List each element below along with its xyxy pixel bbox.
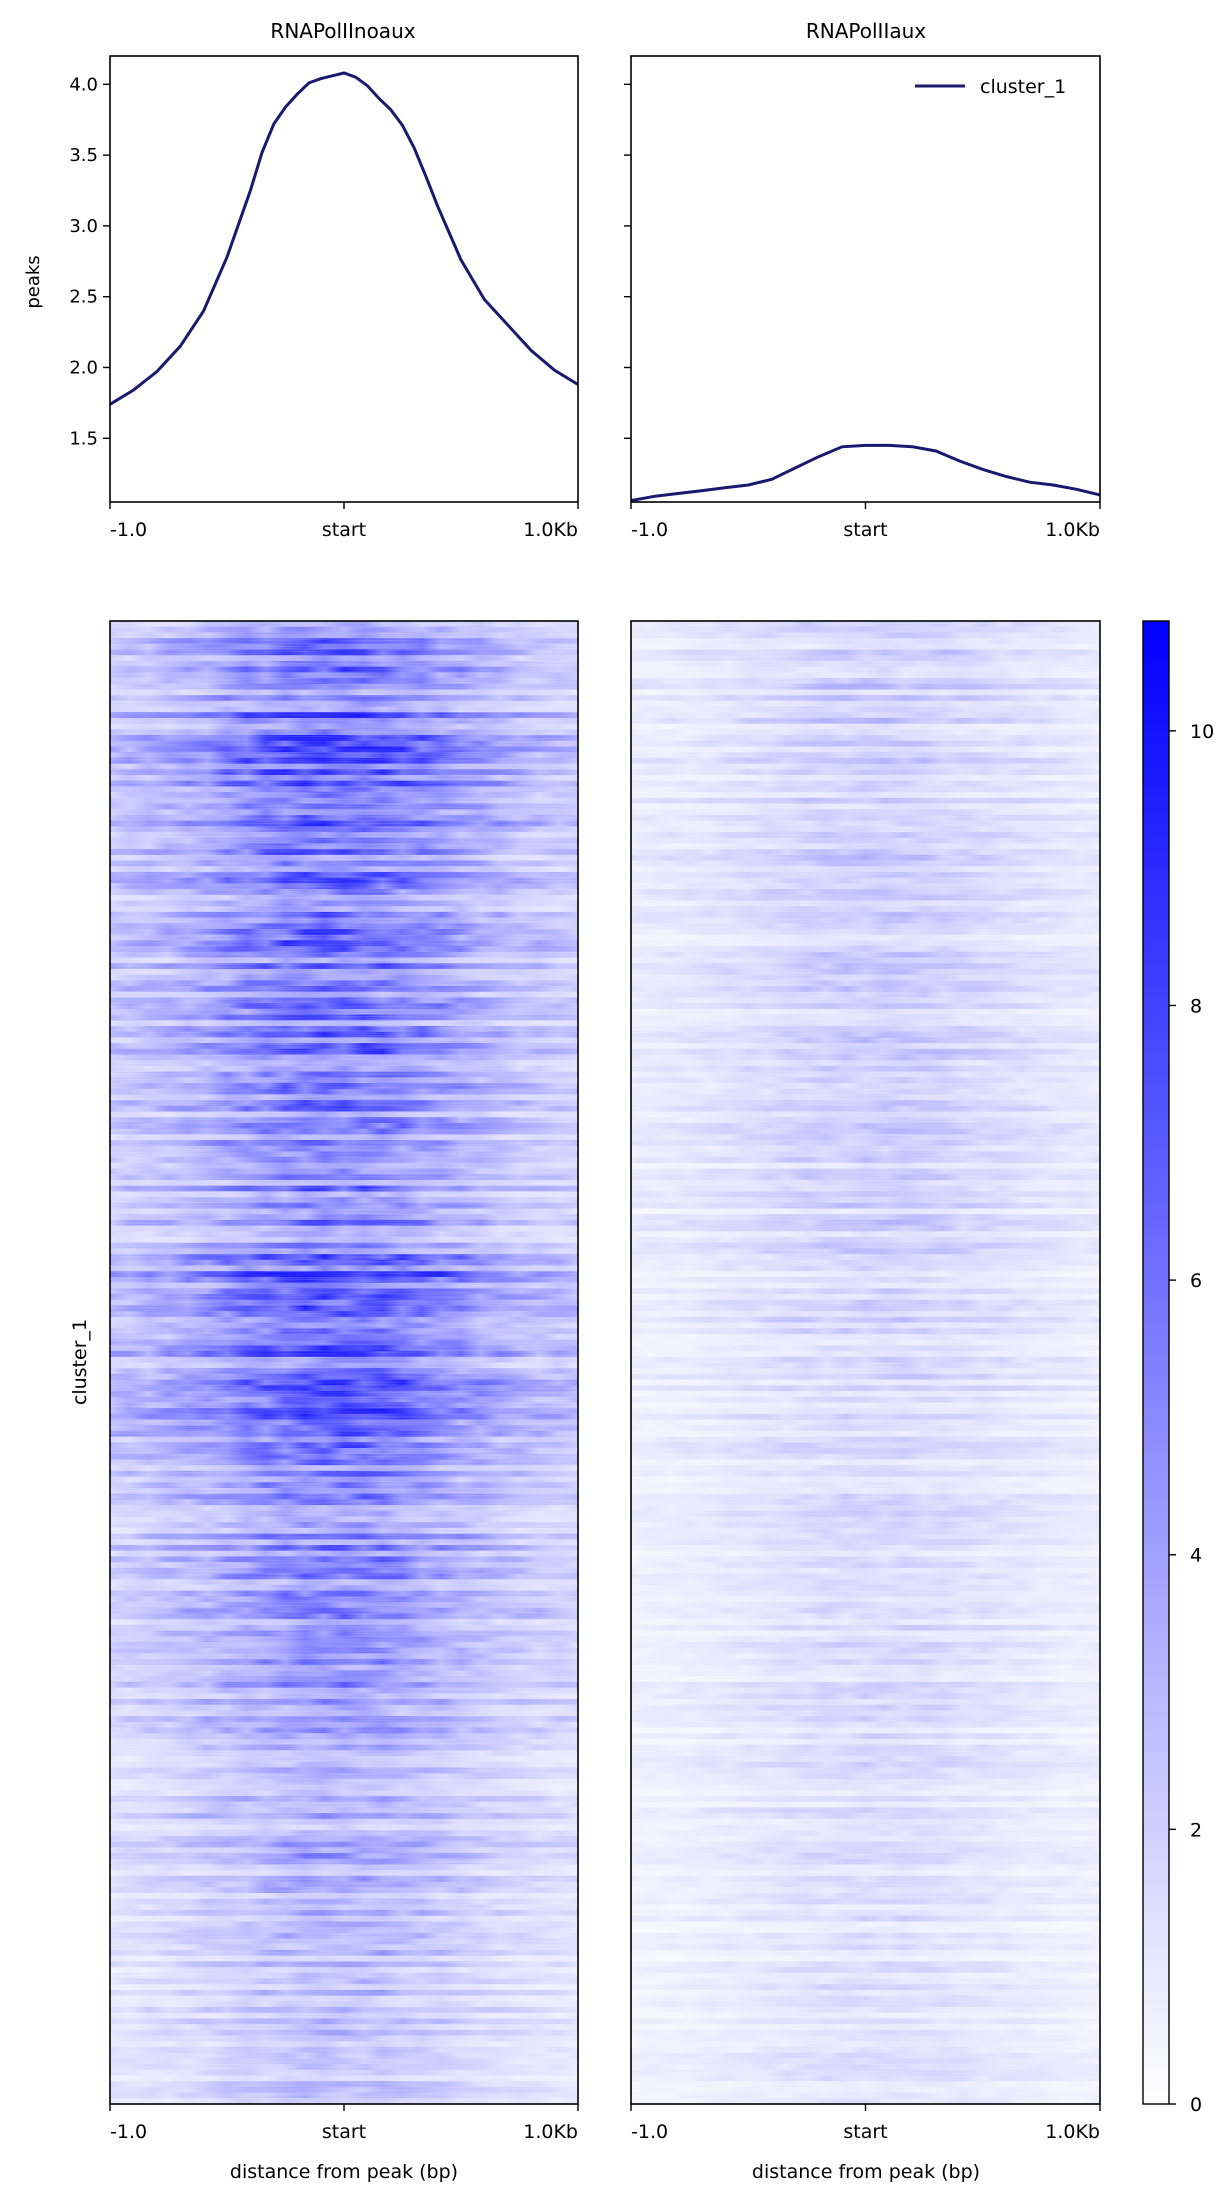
colorbar-ticks: 0 2 4 6 8 10 bbox=[1169, 721, 1214, 2116]
colorbar-tick-label: 10 bbox=[1190, 721, 1214, 743]
y-tick-label: 3.5 bbox=[69, 145, 98, 166]
x-axis-label: distance from peak (bp) bbox=[230, 2161, 458, 2183]
plot-frame bbox=[630, 55, 1101, 503]
y-tick-label: 1.5 bbox=[69, 428, 98, 449]
y-axis-label: peaks bbox=[23, 255, 44, 308]
heatmap-texture bbox=[110, 621, 578, 2104]
heatmap-panel-left: cluster_1 -1.0 start 1.0Kb distance from p… bbox=[69, 620, 579, 2183]
legend: cluster_1 bbox=[915, 76, 1066, 98]
x-tick-label: start bbox=[322, 2121, 366, 2143]
x-ticks: -1.0 start 1.0Kb bbox=[630, 2104, 1101, 2143]
y-tick-label: 3.0 bbox=[69, 216, 98, 237]
x-tick-label: 1.0Kb bbox=[523, 519, 578, 541]
series-line-cluster-1 bbox=[630, 443, 1101, 503]
profile-title-right: RNAPolIIaux bbox=[806, 19, 926, 43]
profile-title-left: RNAPolIInoaux bbox=[270, 19, 415, 43]
colorbar-gradient bbox=[1143, 621, 1169, 2104]
heatmap-texture bbox=[631, 621, 1100, 2104]
y-tick-label: 4.0 bbox=[69, 74, 98, 95]
plot-frame bbox=[109, 55, 579, 503]
colorbar: 0 2 4 6 8 10 bbox=[1142, 620, 1214, 2116]
colorbar-tick-label: 2 bbox=[1190, 1819, 1202, 1841]
profile-panel-left: RNAPolIInoaux peaks 1.5 2.0 2.5 3.0 3.5 4.0 -… bbox=[23, 19, 579, 541]
colorbar-frame bbox=[1142, 620, 1170, 2105]
legend-label: cluster_1 bbox=[980, 76, 1066, 98]
x-tick-label: -1.0 bbox=[631, 2121, 668, 2143]
colorbar-tick-label: 6 bbox=[1190, 1270, 1202, 1292]
y-tick-label: 2.5 bbox=[69, 287, 98, 308]
x-tick-label: -1.0 bbox=[110, 519, 147, 541]
x-axis-label: distance from peak (bp) bbox=[752, 2161, 980, 2183]
colorbar-tick-label: 8 bbox=[1190, 995, 1202, 1017]
colorbar-tick-label: 0 bbox=[1190, 2094, 1202, 2116]
x-tick-label: 1.0Kb bbox=[523, 2121, 578, 2143]
x-tick-label: -1.0 bbox=[631, 519, 668, 541]
x-tick-label: 1.0Kb bbox=[1045, 2121, 1100, 2143]
x-tick-label: start bbox=[843, 2121, 887, 2143]
x-tick-label: -1.0 bbox=[110, 2121, 147, 2143]
x-ticks: -1.0 start 1.0Kb bbox=[109, 2104, 579, 2143]
x-ticks: -1.0 start 1.0Kb bbox=[109, 502, 579, 541]
profile-panel-right: RNAPolIIaux -1.0 start 1.0Kb cluster_1 bbox=[624, 19, 1101, 541]
y-ticks: 1.5 2.0 2.5 3.0 3.5 4.0 bbox=[69, 74, 110, 449]
colorbar-tick-label: 4 bbox=[1190, 1545, 1202, 1567]
x-tick-label: start bbox=[322, 519, 366, 541]
x-ticks: -1.0 start 1.0Kb bbox=[630, 502, 1101, 541]
heatmap-panel-right: -1.0 start 1.0Kb distance from peak (bp) bbox=[630, 620, 1101, 2183]
y-ticks bbox=[624, 83, 631, 439]
series-line-cluster-1 bbox=[109, 71, 579, 406]
x-tick-label: 1.0Kb bbox=[1045, 519, 1100, 541]
cluster-label: cluster_1 bbox=[69, 1319, 91, 1405]
y-tick-label: 2.0 bbox=[69, 357, 98, 378]
x-tick-label: start bbox=[843, 519, 887, 541]
